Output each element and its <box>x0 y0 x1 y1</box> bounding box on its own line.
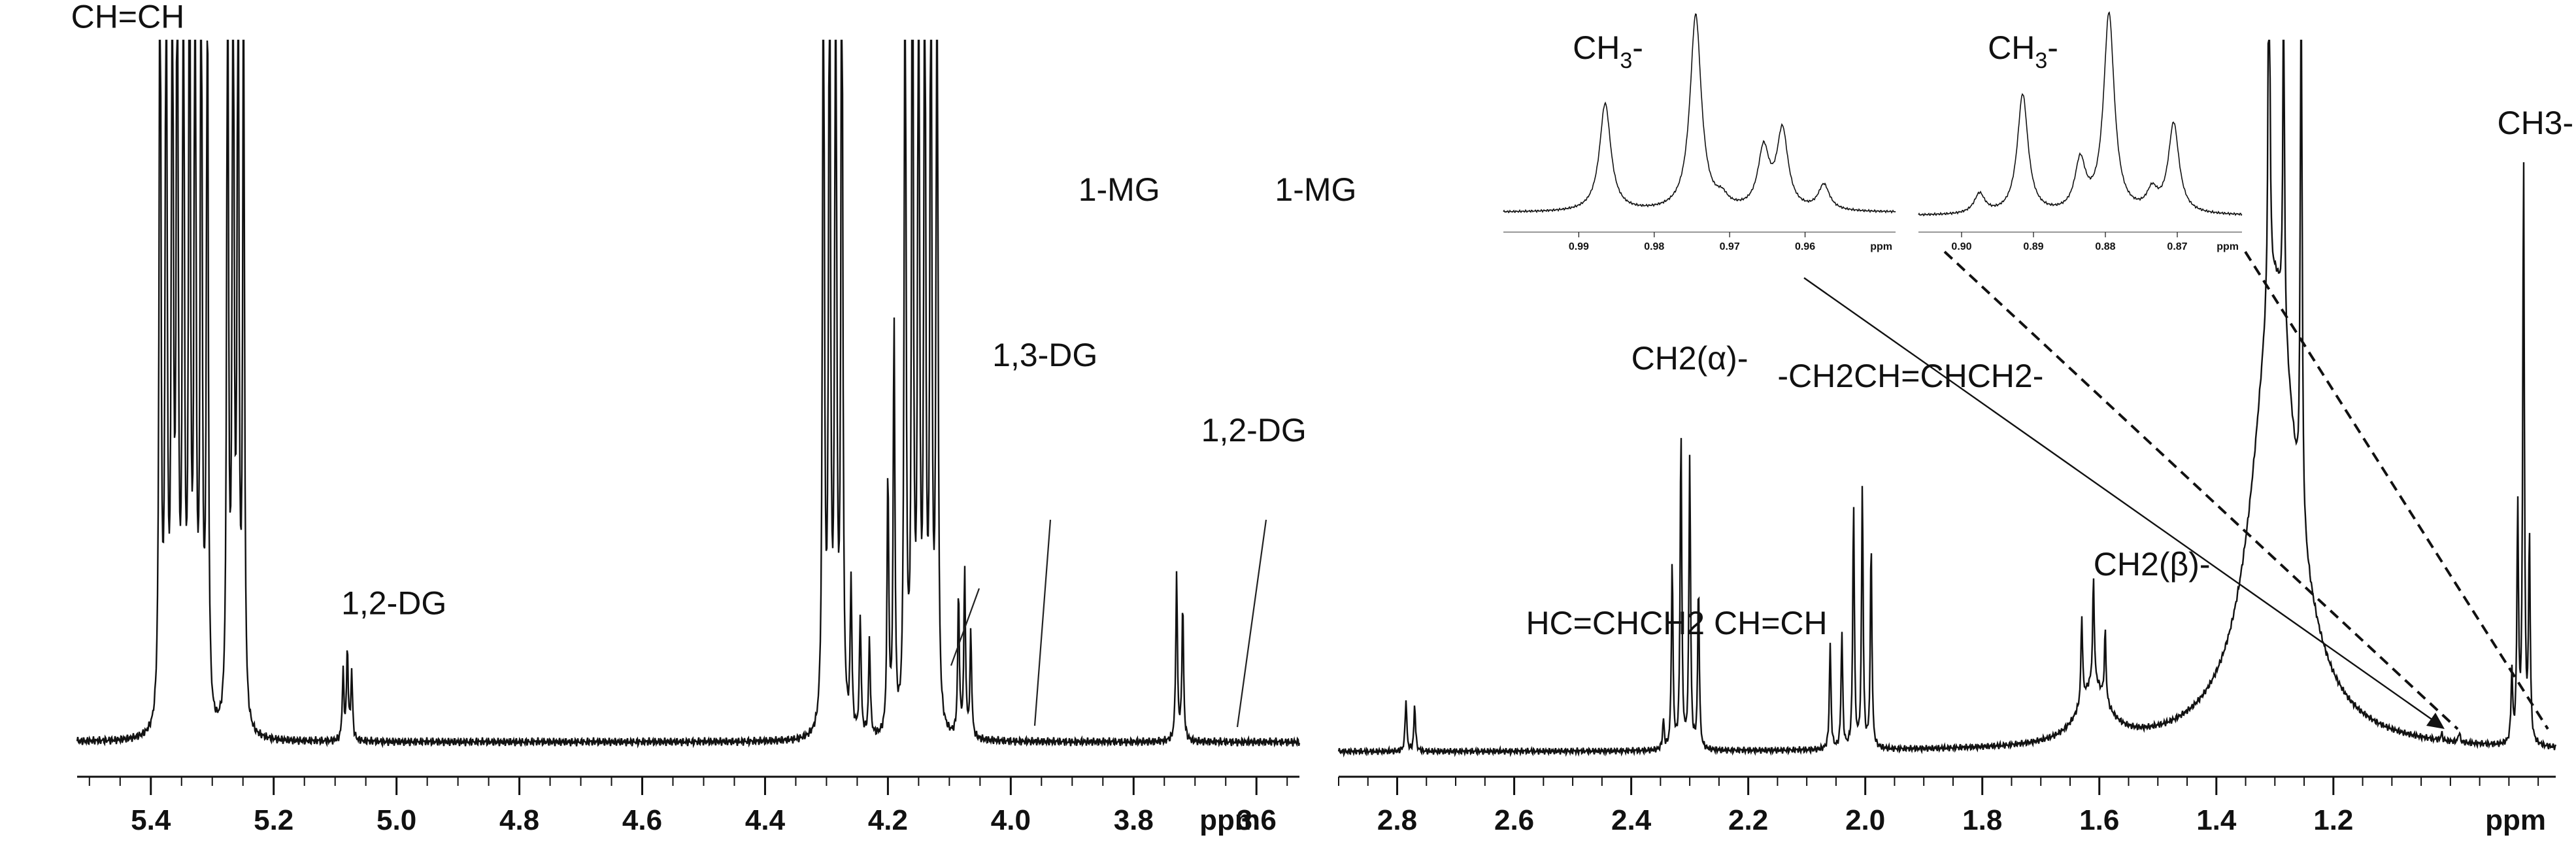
x-tick-label-right: 2.2 <box>1728 804 1768 836</box>
x-tick-label-left: 5.4 <box>131 804 171 836</box>
inset-connector-lines <box>1803 250 2549 730</box>
x-tick-label-left: 4.0 <box>991 804 1031 836</box>
peak-label-right: CH3- <box>2497 105 2573 141</box>
x-tick-label-right: 1.2 <box>2313 804 2353 836</box>
left-spectrum-panel: 5.45.25.04.84.64.44.24.03.83.6ppmCH=CHTG… <box>71 0 1357 836</box>
x-tick-label-right: 2.4 <box>1611 804 1652 836</box>
peak-label-left: 1,2-DG <box>341 585 446 622</box>
x-tick-label-inset2: 0.88 <box>2095 241 2115 252</box>
x-axis-title-right: ppm <box>2485 804 2546 836</box>
x-tick-label-inset2: 0.87 <box>2167 241 2187 252</box>
peak-label-left: 1,3-DG <box>992 337 1097 373</box>
connector-arrowhead <box>2426 713 2445 729</box>
peak-label-left: 1-MG <box>1275 171 1356 208</box>
x-tick-label-left: 3.8 <box>1114 804 1154 836</box>
x-tick-label-left: 4.6 <box>622 804 662 836</box>
leader-line <box>1236 519 1267 728</box>
spectrum-trace-inset1 <box>1503 13 1896 214</box>
spectrum-trace-left <box>76 39 1301 749</box>
x-tick-label-left: 4.8 <box>499 804 539 836</box>
x-tick-label-left: 5.0 <box>376 804 416 836</box>
peak-label-left: 1,2-DG <box>1201 412 1307 449</box>
spectrum-trace-inset2 <box>1918 11 2243 216</box>
x-axis-title-inset2: ppm <box>2216 241 2239 252</box>
x-tick-label-right: 2.6 <box>1494 804 1534 836</box>
inset-title-inset2: CH3- <box>1988 29 2058 73</box>
x-tick-label-right: 1.8 <box>1962 804 2002 836</box>
peak-label-right: HC=CHCH2 CH=CH <box>1526 605 1827 641</box>
x-tick-label-right: 1.4 <box>2196 804 2237 836</box>
x-tick-label-inset1: 0.97 <box>1720 241 1740 252</box>
x-tick-label-left: 4.4 <box>745 804 786 836</box>
x-tick-label-left: 5.2 <box>254 804 293 836</box>
leader-line <box>950 588 980 666</box>
peak-label-right: -CH2CH=CHCH2- <box>1777 358 2043 394</box>
x-tick-label-inset1: 0.98 <box>1644 241 1664 252</box>
x-tick-label-left: 3.6 <box>1237 804 1277 836</box>
peak-label-left: 1-MG <box>1079 171 1160 208</box>
x-tick-label-right: 1.6 <box>2079 804 2119 836</box>
x-tick-label-inset1: 0.99 <box>1569 241 1589 252</box>
inset-2-connector-left <box>1943 250 2459 730</box>
spectrum-trace-right <box>1337 39 2557 758</box>
inset-2-panel: 0.90 0.89 0.88 0.87 ppm CH3- <box>1918 11 2243 252</box>
peak-label-left: CH=CH <box>71 0 185 35</box>
x-axis-title-left: ppm <box>1199 804 1260 836</box>
inset-2-connector-right <box>2244 250 2549 730</box>
leader-line <box>1033 519 1052 726</box>
x-tick-label-right: 2.8 <box>1377 804 1417 836</box>
inset-1-connector <box>1803 277 2432 720</box>
right-spectrum-panel: 2.8 2.6 2.4 2.2 2.0 1.8 1.6 1.4 1.2 ppm CH3- CH2(α)… <box>1337 39 2573 836</box>
x-tick-label-left: 4.2 <box>868 804 908 836</box>
x-axis-title-inset1: ppm <box>1870 241 1892 252</box>
x-tick-label-inset1: 0.96 <box>1795 241 1815 252</box>
x-tick-label-inset2: 0.90 <box>1951 241 1971 252</box>
x-tick-label-right: 2.0 <box>1845 804 1885 836</box>
inset-title-inset1: CH3- <box>1573 29 1643 73</box>
inset-1-panel: 0.99 0.98 0.97 0.96 ppm CH3- <box>1503 13 1896 252</box>
peak-label-right: CH2(α)- <box>1631 340 1748 377</box>
peak-label-right: CH2(β)- <box>2094 546 2211 583</box>
x-tick-label-inset2: 0.89 <box>2023 241 2043 252</box>
